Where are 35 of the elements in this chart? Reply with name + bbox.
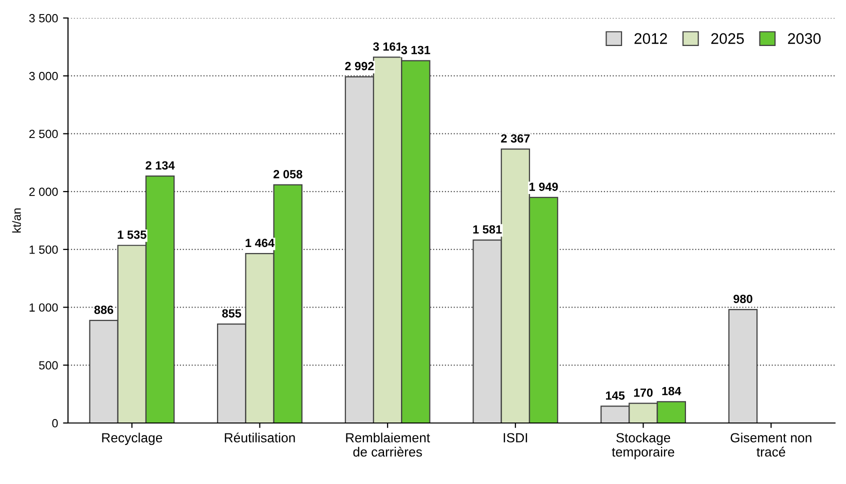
data-label: 3 161 bbox=[373, 42, 402, 51]
x-tick-label: Remblaiement de carrières bbox=[346, 432, 430, 457]
legend-label: 2030 bbox=[788, 33, 821, 44]
legend-label: 2025 bbox=[711, 33, 744, 44]
data-label: 170 bbox=[634, 388, 653, 397]
x-tick-label: Stockage temporaire bbox=[612, 432, 674, 460]
data-label: 184 bbox=[662, 386, 682, 396]
y-tick-label: 500 bbox=[39, 361, 58, 370]
data-label: 1 949 bbox=[530, 182, 558, 191]
data-label: 145 bbox=[606, 391, 625, 400]
y-tick-label: 3 500 bbox=[29, 14, 58, 22]
y-axis-title: kt/an bbox=[12, 208, 21, 232]
data-label: 886 bbox=[94, 306, 114, 314]
x-tick-label: Gisement non tracé bbox=[730, 432, 812, 457]
legend-label: 2012 bbox=[634, 33, 667, 44]
y-tick-label: 1 500 bbox=[30, 245, 58, 254]
data-label: 1 581 bbox=[473, 225, 502, 234]
data-label: 2 992 bbox=[345, 62, 374, 70]
y-tick-label: 2 000 bbox=[29, 188, 58, 196]
y-tick-label: 3 000 bbox=[29, 72, 58, 80]
data-label: 2 367 bbox=[501, 134, 530, 143]
data-label: 980 bbox=[734, 294, 752, 304]
data-label: 2 134 bbox=[146, 161, 175, 170]
y-tick-label: 2 500 bbox=[29, 130, 58, 138]
data-label: 3 131 bbox=[401, 46, 430, 54]
y-tick-label: 1 000 bbox=[30, 303, 58, 312]
x-tick-label: Recyclage bbox=[102, 432, 162, 446]
data-label: 855 bbox=[222, 309, 242, 318]
data-label: 2 058 bbox=[274, 170, 302, 178]
x-tick-label: ISDI bbox=[504, 433, 528, 442]
y-tick-label: 0 bbox=[52, 419, 58, 428]
data-label: 1 535 bbox=[118, 230, 146, 239]
bar bbox=[728, 309, 758, 423]
x-tick-label: Réutilisation bbox=[224, 432, 295, 442]
data-label: 1 464 bbox=[246, 238, 274, 248]
